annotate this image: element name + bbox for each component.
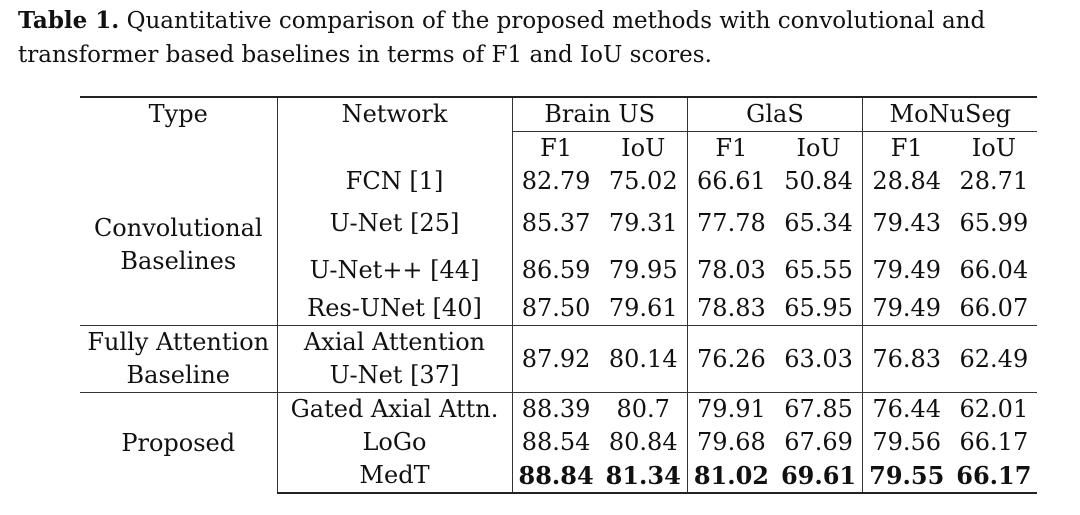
score-cell: 62.01	[950, 392, 1038, 426]
score-cell: 62.49	[950, 325, 1038, 393]
score-cell: 79.61	[599, 292, 688, 326]
row-group-type: Proposed	[80, 392, 278, 493]
network-name: MedT	[277, 459, 513, 494]
caption-label: Table 1.	[18, 7, 120, 34]
type-label-line: Baselines	[120, 247, 237, 275]
score-cell: 66.17	[950, 459, 1038, 494]
header-type: Type	[80, 96, 278, 165]
network-name: Axial Attention U-Net [37]	[277, 325, 513, 393]
network-name: LoGo	[277, 426, 513, 459]
network-label-line: Gated Axial Attn.	[290, 395, 499, 423]
score-cell: 79.43	[872, 208, 942, 237]
score-cell: 80.84	[599, 426, 688, 459]
header-metric: F1	[687, 131, 775, 165]
network-label-line: U-Net [25]	[329, 208, 460, 237]
score-cell: 66.07	[959, 294, 1029, 322]
network-label-line: U-Net [37]	[329, 361, 460, 389]
header-metric: F1	[862, 131, 951, 165]
network-name: U-Net++ [44]	[277, 248, 513, 292]
score-cell: 80.7	[599, 392, 688, 426]
header-dataset-brain-us: Brain US	[512, 96, 688, 132]
score-cell: 65.34	[774, 198, 864, 248]
score-cell: 78.83	[697, 294, 766, 322]
score-cell: 66.04	[959, 255, 1029, 284]
type-label-line: Proposed	[121, 428, 236, 457]
network-label-line: LoGo	[362, 428, 427, 456]
score-cell: 77.78	[697, 208, 766, 237]
type-label-line: Fully Attention	[87, 328, 270, 356]
score-cell: 66.61	[697, 167, 766, 195]
header-network: Network	[277, 96, 513, 165]
score-cell: 85.37	[521, 208, 591, 237]
score-cell: 79.55	[862, 459, 951, 494]
score-cell: 79.31	[599, 198, 688, 248]
network-name: FCN [1]	[277, 165, 513, 198]
network-label-line: Res-UNet [40]	[307, 294, 482, 322]
network-label-line: MedT	[359, 461, 430, 489]
score-cell: 79.91	[687, 392, 775, 426]
score-cell: 87.50	[521, 294, 591, 322]
type-label-line: Convolutional	[93, 214, 263, 242]
score-cell: 66.17	[959, 428, 1029, 456]
score-cell: 79.95	[599, 248, 688, 292]
score-cell: 65.99	[959, 208, 1029, 237]
header-dataset-glas: GlaS	[687, 96, 864, 132]
header-metric: F1	[512, 131, 600, 165]
score-cell: 65.55	[774, 248, 864, 292]
row-group-type: Convolutional Baselines	[80, 165, 278, 326]
score-cell: 67.69	[774, 426, 864, 459]
network-name: U-Net [25]	[277, 198, 513, 248]
table-row: U-Net++ [44] 86.59 79.95 78.03 65.55 79.49 66.…	[80, 248, 1037, 292]
score-cell: 69.61	[774, 459, 864, 494]
network-label-line: FCN [1]	[345, 167, 444, 195]
score-cell: 88.39	[512, 392, 600, 426]
table-row: Proposed Gated Axial Attn. 88.39 80.7 79.91 6…	[80, 392, 1038, 493]
score-cell: 67.85	[774, 392, 864, 426]
table-row: LoGo 88.54 80.84 79.68 67.69 79.56 66.17	[80, 426, 1037, 459]
table-row: Fully Attention Baseline Axial Attention U-…	[80, 325, 1038, 393]
network-label-line: Axial Attention	[303, 328, 486, 356]
table-row: MedT 88.84 81.34 81.02 69.61 79.55 66.17	[80, 459, 1038, 494]
results-table: Type Network Brain US GlaS MoNuSeg F1 Io…	[80, 96, 1038, 494]
header-metric: IoU	[774, 131, 864, 165]
score-cell: 81.02	[687, 459, 775, 494]
score-cell: 65.95	[774, 292, 864, 326]
score-cell: 87.92	[512, 325, 600, 393]
row-group-type: Fully Attention Baseline	[80, 325, 278, 393]
type-label-line: Baseline	[126, 361, 230, 389]
score-cell: 28.71	[959, 167, 1029, 195]
score-cell: 78.03	[697, 255, 766, 284]
network-name: Gated Axial Attn.	[277, 392, 513, 426]
caption-text: Quantitative comparison of the proposed …	[18, 8, 986, 68]
network-label-line: U-Net++ [44]	[309, 255, 480, 284]
score-cell: 28.84	[872, 167, 942, 195]
score-cell: 79.56	[872, 428, 942, 456]
score-cell: 63.03	[774, 325, 864, 393]
table-row: U-Net [25] 85.37 79.31 77.78 65.34 79.43 65.99	[80, 198, 1037, 248]
table-caption: Table 1. Quantitative comparison of the …	[18, 4, 1068, 72]
score-cell: 86.59	[521, 255, 591, 284]
score-cell: 76.44	[862, 392, 951, 426]
score-cell: 88.84	[512, 459, 600, 494]
header-dataset-monuseg: MoNuSeg	[862, 96, 1038, 132]
score-cell: 80.14	[599, 325, 688, 393]
score-cell: 76.26	[687, 325, 775, 393]
header-metric: IoU	[599, 131, 688, 165]
header-metric: IoU	[950, 131, 1038, 165]
score-cell: 50.84	[774, 165, 864, 198]
score-cell: 88.54	[521, 428, 591, 456]
score-cell: 79.49	[872, 255, 942, 284]
score-cell: 75.02	[599, 165, 688, 198]
score-cell: 79.49	[872, 294, 942, 322]
score-cell: 79.68	[697, 428, 766, 456]
score-cell: 82.79	[521, 167, 591, 195]
table-row: Convolutional Baselines FCN [1] 82.79 75.02 6…	[80, 165, 1037, 326]
score-cell: 81.34	[599, 459, 688, 494]
network-name: Res-UNet [40]	[277, 292, 513, 326]
score-cell: 76.83	[862, 325, 951, 393]
table-row: Res-UNet [40] 87.50 79.61 78.83 65.95 79.49 66…	[80, 292, 1037, 326]
